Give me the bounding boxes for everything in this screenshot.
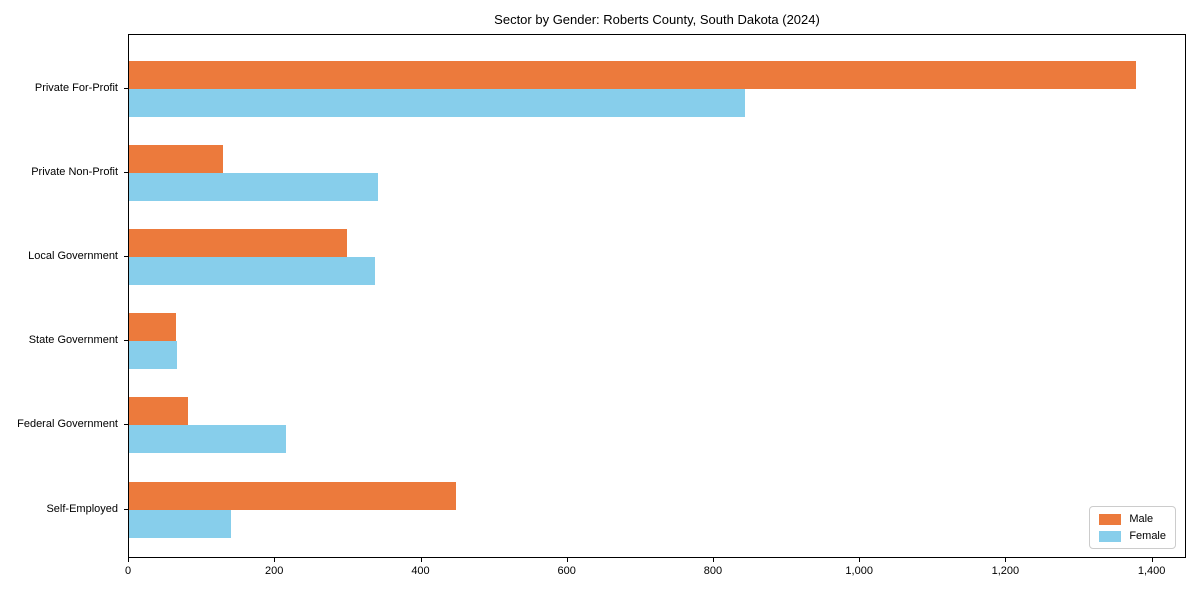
y-tick-label-federal-government: Federal Government xyxy=(17,418,118,431)
x-tick-mark xyxy=(420,558,422,562)
bar-male-private-non-profit xyxy=(129,145,223,174)
legend-swatch-male-icon xyxy=(1099,513,1122,525)
x-tick-mark xyxy=(712,558,714,562)
x-tick-mark xyxy=(566,558,568,562)
legend-item-female: Female xyxy=(1099,530,1166,542)
plot-area: Male Female xyxy=(128,34,1186,558)
x-tick-mark xyxy=(859,558,861,562)
y-tick-label-state-government: State Government xyxy=(28,334,118,347)
x-tick-mark xyxy=(1151,558,1153,562)
x-tick-mark xyxy=(274,558,276,562)
bar-female-private-non-profit xyxy=(129,173,378,202)
bar-male-private-for-profit xyxy=(129,61,1136,89)
x-tick-label-600: 600 xyxy=(557,565,576,577)
x-tick-label-800: 800 xyxy=(703,565,723,577)
bar-male-federal-government xyxy=(129,397,188,426)
bar-female-federal-government xyxy=(129,425,287,454)
x-tick-label-1200: 1,200 xyxy=(991,565,1020,577)
x-tick-mark xyxy=(1005,558,1007,562)
legend-item-male: Male xyxy=(1099,513,1166,525)
x-tick-label-0: 0 xyxy=(124,565,132,577)
x-tick-label-400: 400 xyxy=(411,565,430,577)
bar-female-self-employed xyxy=(129,509,231,538)
legend: Male Female xyxy=(1089,506,1176,549)
y-tick-mark xyxy=(124,424,128,426)
x-tick-label-1400: 1,400 xyxy=(1137,565,1166,577)
y-tick-label-private-non-profit: Private Non-Profit xyxy=(31,166,118,179)
y-tick-mark xyxy=(124,508,128,510)
y-tick-mark xyxy=(124,340,128,342)
y-tick-label-self-employed: Self-Employed xyxy=(46,502,118,515)
legend-label-female: Female xyxy=(1129,530,1166,542)
y-tick-label-local-government: Local Government xyxy=(28,250,118,263)
bar-female-private-for-profit xyxy=(129,89,745,117)
x-tick-label-1000: 1,000 xyxy=(845,565,873,577)
y-tick-mark xyxy=(124,88,128,89)
legend-swatch-female-icon xyxy=(1099,530,1122,542)
y-tick-label-private-for-profit: Private For-Profit xyxy=(34,82,118,94)
bar-male-state-government xyxy=(129,313,176,342)
x-tick-label-200: 200 xyxy=(265,565,284,577)
chart-title: Sector by Gender: Roberts County, South … xyxy=(494,12,820,27)
y-tick-mark xyxy=(124,172,128,174)
bar-female-local-government xyxy=(129,257,375,286)
bar-female-state-government xyxy=(129,341,178,370)
legend-label-male: Male xyxy=(1129,513,1154,525)
bar-male-self-employed xyxy=(129,481,456,510)
bar-male-local-government xyxy=(129,229,347,258)
x-tick-mark xyxy=(128,558,129,562)
y-tick-mark xyxy=(124,256,128,258)
